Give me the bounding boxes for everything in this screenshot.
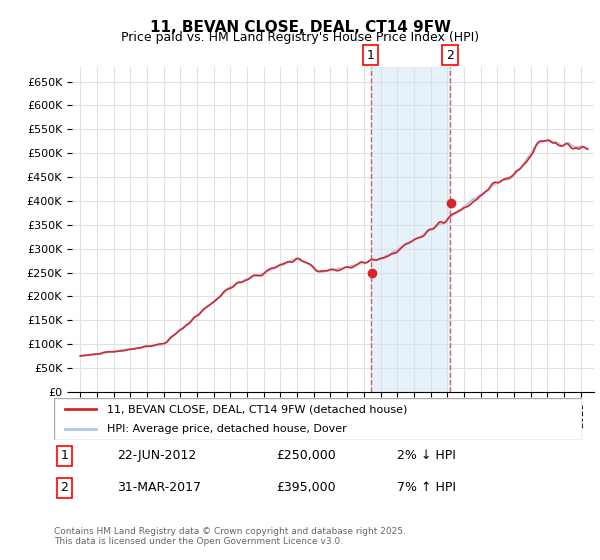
FancyBboxPatch shape <box>54 398 582 440</box>
Text: 2: 2 <box>61 482 68 494</box>
Text: £250,000: £250,000 <box>276 450 335 463</box>
Text: 1: 1 <box>61 450 68 463</box>
Text: 2% ↓ HPI: 2% ↓ HPI <box>397 450 456 463</box>
Text: 22-JUN-2012: 22-JUN-2012 <box>118 450 197 463</box>
Bar <box>371 67 450 392</box>
Text: 31-MAR-2017: 31-MAR-2017 <box>118 482 202 494</box>
Text: 7% ↑ HPI: 7% ↑ HPI <box>397 482 456 494</box>
Text: HPI: Average price, detached house, Dover: HPI: Average price, detached house, Dove… <box>107 424 347 434</box>
Text: Price paid vs. HM Land Registry's House Price Index (HPI): Price paid vs. HM Land Registry's House … <box>121 31 479 44</box>
Text: £395,000: £395,000 <box>276 482 335 494</box>
Text: 11, BEVAN CLOSE, DEAL, CT14 9FW: 11, BEVAN CLOSE, DEAL, CT14 9FW <box>149 20 451 35</box>
Text: 1: 1 <box>367 49 375 62</box>
Text: 11, BEVAN CLOSE, DEAL, CT14 9FW (detached house): 11, BEVAN CLOSE, DEAL, CT14 9FW (detache… <box>107 404 407 414</box>
Text: 2: 2 <box>446 49 454 62</box>
Text: Contains HM Land Registry data © Crown copyright and database right 2025.
This d: Contains HM Land Registry data © Crown c… <box>54 526 406 546</box>
